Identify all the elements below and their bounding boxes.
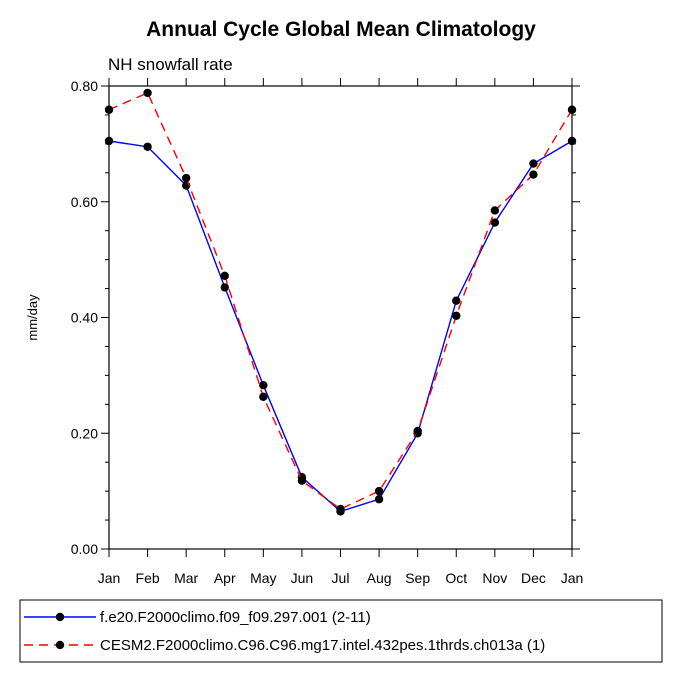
y-axis-label: mm/day xyxy=(25,294,40,341)
legend: f.e20.F2000climo.f09_f09.297.001 (2-11) C… xyxy=(19,599,663,663)
series-2-point xyxy=(259,392,268,401)
series-1-point xyxy=(567,136,577,146)
x-tick-label: Jul xyxy=(332,570,350,586)
x-tick-label: Jan xyxy=(98,570,121,586)
chart-subtitle: NH snowfall rate xyxy=(108,55,233,74)
x-tick-label: May xyxy=(250,570,276,586)
x-tick-label: Dec xyxy=(521,570,546,586)
series-2-point xyxy=(490,206,500,215)
y-tick-label: 0.80 xyxy=(71,78,98,94)
series-2-point xyxy=(452,311,461,320)
series-1-point xyxy=(529,159,538,168)
series-2-point xyxy=(336,504,345,514)
legend-label-1: f.e20.F2000climo.f09_f09.297.001 (2-11) xyxy=(100,609,371,626)
series-2-point xyxy=(143,88,152,98)
y-tick-label: 0.20 xyxy=(71,425,98,441)
legend-label-2: CESM2.F2000climo.C96.C96.mg17.intel.432p… xyxy=(100,637,545,654)
series-line-2 xyxy=(108,91,573,510)
y-tick-label: 0.00 xyxy=(71,541,98,557)
series-1-point xyxy=(374,495,384,504)
x-tick-label: Sep xyxy=(405,570,430,586)
series-1-point xyxy=(259,381,268,390)
series-2-point xyxy=(104,105,114,114)
x-tick-label: Apr xyxy=(214,570,236,586)
series-1-point xyxy=(490,218,500,227)
series-1-point xyxy=(104,136,114,146)
y-tick-label: 0.40 xyxy=(71,310,98,326)
x-tick-label: Aug xyxy=(367,570,392,586)
series-2-point xyxy=(567,105,577,114)
series-2-point xyxy=(181,173,191,183)
chart-title: Annual Cycle Global Mean Climatology xyxy=(146,18,536,41)
legend-box xyxy=(19,599,663,663)
series-1-point xyxy=(220,283,229,292)
legend-swatch-marker-2 xyxy=(55,640,65,650)
x-tick-label: Mar xyxy=(174,570,198,586)
series-2-point xyxy=(220,271,229,281)
series-2-point xyxy=(413,426,422,436)
series-2-point xyxy=(297,476,307,485)
x-tick-label: Nov xyxy=(482,570,507,586)
x-tick-label: Oct xyxy=(445,570,467,586)
plot-frame xyxy=(108,85,573,550)
y-tick-label: 0.60 xyxy=(71,194,98,210)
legend-swatch-marker-1 xyxy=(55,612,65,622)
series-line-1 xyxy=(108,140,573,513)
x-tick-label: Feb xyxy=(136,570,160,586)
series-1-point xyxy=(452,296,461,305)
series-1-point xyxy=(143,142,152,151)
series-2-point xyxy=(374,486,384,496)
x-tick-label: Jun xyxy=(291,570,314,586)
series-2-point xyxy=(529,170,538,179)
plot-area: 0.00 0.20 0.40 0.60 0.80 Jan Feb Mar Apr May Jun Ju… xyxy=(25,78,583,586)
x-tick-label: Jan xyxy=(561,570,584,586)
